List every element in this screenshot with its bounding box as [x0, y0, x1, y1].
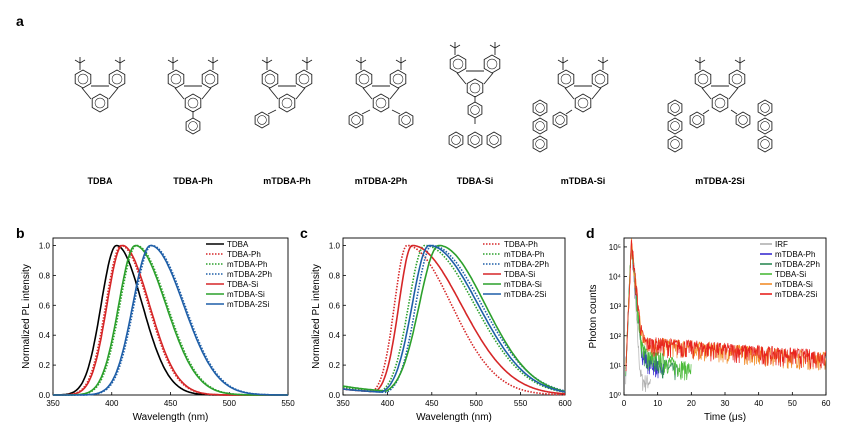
legend-entry: mTDBA-Si [504, 280, 542, 289]
molecule-name: TDBA-Si [457, 176, 494, 186]
x-axis-label: Time (μs) [704, 412, 746, 423]
x-tick-label: 60 [822, 399, 831, 408]
legend-entry: TDBA-Si [227, 280, 258, 289]
x-tick-label: 50 [788, 399, 797, 408]
molecule-name: mTDBA-2Si [695, 176, 745, 186]
x-tick-label: 40 [754, 399, 763, 408]
molecule-name: mTDBA-2Ph [355, 176, 408, 186]
y-tick-label: 0.2 [39, 361, 51, 370]
y-tick-label: 0.8 [329, 271, 341, 280]
x-tick-label: 550 [514, 399, 528, 408]
y-tick-label: 1.0 [39, 241, 51, 250]
y-tick-label: 10³ [609, 302, 621, 311]
x-tick-label: 400 [105, 399, 119, 408]
legend-entry: mTDBA-2Ph [227, 270, 272, 279]
series-line [625, 239, 827, 372]
series-line [53, 244, 288, 396]
x-tick-label: 550 [281, 399, 295, 408]
legend-entry: TDBA-Ph [504, 240, 538, 249]
legend-entry: TDBA-Si [775, 270, 806, 279]
molecule-core [74, 57, 126, 113]
series-line [625, 244, 692, 381]
y-axis-label: Photon counts [588, 285, 599, 349]
legend-entry: mTDBA-Si [227, 290, 265, 299]
legend-entry: TDBA [227, 240, 249, 249]
panel-label-d: d [586, 225, 595, 241]
y-tick-label: 10⁰ [609, 391, 621, 400]
molecule-core [167, 57, 219, 135]
x-axis-label: Wavelength (nm) [133, 412, 209, 423]
legend-entry: mTDBA-2Si [775, 290, 817, 299]
molecule-name: mTDBA-Ph [263, 176, 311, 186]
x-tick-label: 350 [336, 399, 350, 408]
series-line [342, 244, 566, 395]
y-tick-label: 0.4 [39, 331, 51, 340]
y-axis-label: Normalized PL intensity [21, 264, 32, 369]
y-tick-label: 0.6 [39, 301, 51, 310]
chart-b: 350 400 450 500 550 0.0 0.2 0.4 0.6 0.8 1.0 Wavelen… [21, 237, 295, 423]
series-line [53, 244, 288, 396]
molecule-core [552, 57, 609, 129]
y-tick-label: 10⁴ [609, 273, 622, 282]
y-axis-label: Normalized PL intensity [311, 264, 322, 369]
y-tick-label: 10¹ [609, 361, 621, 370]
molecule-name: mTDBA-Si [561, 176, 606, 186]
y-tick-label: 10² [609, 332, 621, 341]
series-line [342, 244, 566, 393]
x-axis-label: Wavelength (nm) [416, 412, 492, 423]
legend-entry: mTDBA-2Si [227, 300, 269, 309]
plot-frame [342, 237, 566, 396]
legend-entry: mTDBA-Ph [504, 250, 544, 259]
molecule-name: TDBA-Ph [173, 176, 213, 186]
chart-d: 0 10 20 30 40 50 60 10⁰ 10¹ 10² 10³ 10⁴ 10⁵ Time (μs)… [588, 237, 831, 423]
y-tick-label: 0.0 [39, 391, 51, 400]
series-line [342, 244, 566, 393]
molecule-core [449, 42, 501, 119]
molecule-core [348, 57, 414, 129]
x-tick-label: 400 [381, 399, 395, 408]
molecule-structures [74, 42, 773, 153]
x-tick-label: 500 [470, 399, 484, 408]
series-line [342, 244, 565, 396]
legend-entry: mTDBA-2Si [504, 290, 546, 299]
legend-entry: mTDBA-Si [775, 280, 813, 289]
x-tick-label: 500 [223, 399, 237, 408]
x-tick-label: 20 [687, 399, 696, 408]
legend-entry: mTDBA-2Ph [775, 260, 820, 269]
legend-entry: TDBA-Ph [227, 250, 261, 259]
x-tick-label: 450 [164, 399, 178, 408]
panel-label-a: a [16, 13, 24, 29]
y-tick-label: 0.6 [329, 301, 341, 310]
y-tick-label: 0.0 [329, 391, 341, 400]
molecule-core [254, 57, 313, 129]
x-tick-label: 10 [653, 399, 662, 408]
chart-c: 350 400 450 500 550 600 0.0 0.2 0.4 0.6 0.8 1.0 Wave… [311, 237, 572, 423]
x-tick-label: 0 [622, 399, 627, 408]
legend-entry: mTDBA-Ph [775, 250, 815, 259]
legend-entry: mTDBA-2Ph [504, 260, 549, 269]
panel-label-c: c [300, 225, 308, 241]
legend-entry: TDBA-Si [504, 270, 535, 279]
molecule-name: TDBA [88, 176, 113, 186]
panel-label-b: b [16, 225, 25, 241]
x-tick-label: 350 [46, 399, 60, 408]
legend-entry: mTDBA-Ph [227, 260, 267, 269]
series-line [53, 244, 288, 396]
y-tick-label: 0.2 [329, 361, 341, 370]
y-tick-label: 1.0 [329, 241, 341, 250]
y-tick-label: 0.4 [329, 331, 341, 340]
molecule-names: TDBA TDBA-Ph mTDBA-Ph mTDBA-2Ph TDBA-Si … [88, 176, 745, 186]
y-tick-label: 0.8 [39, 271, 51, 280]
x-tick-label: 450 [425, 399, 439, 408]
x-tick-label: 30 [721, 399, 730, 408]
y-tick-label: 10⁵ [609, 243, 621, 252]
molecule-core [689, 57, 751, 129]
x-tick-label: 600 [558, 399, 572, 408]
legend-entry: IRF [775, 240, 788, 249]
